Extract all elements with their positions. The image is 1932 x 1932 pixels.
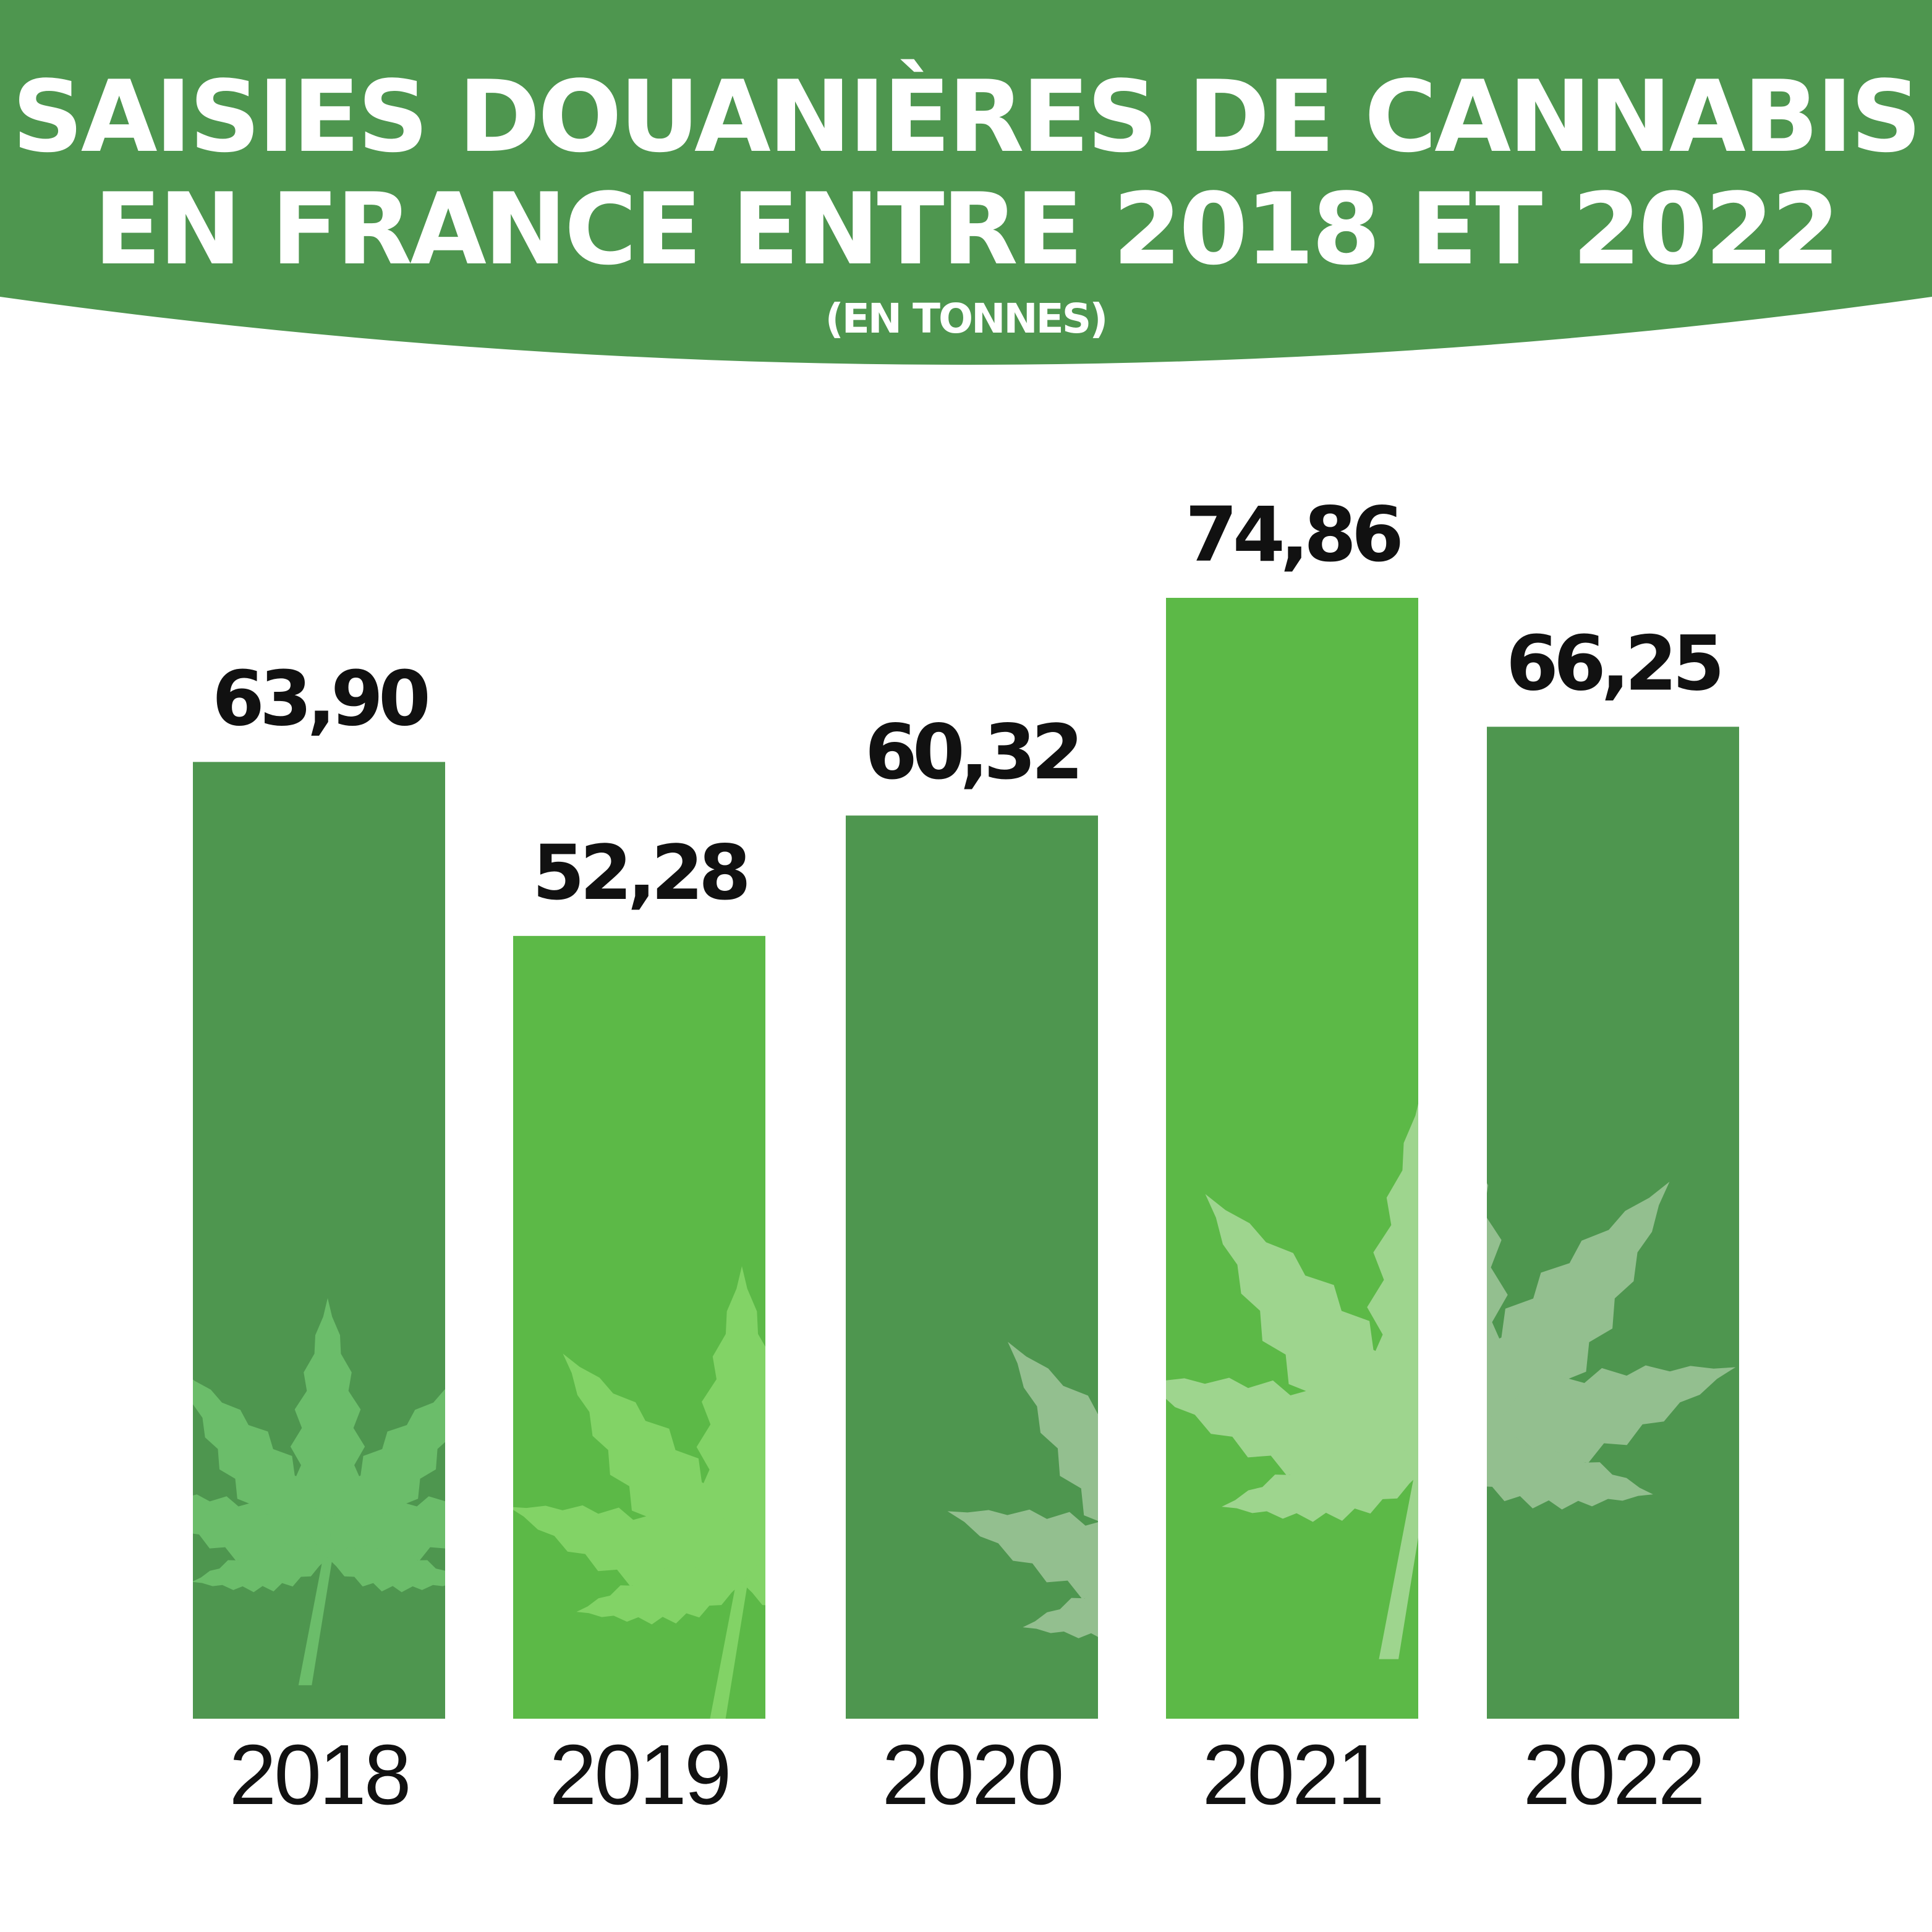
category-label-2022: 2022 bbox=[1523, 1727, 1703, 1823]
category-label-2019: 2019 bbox=[550, 1727, 730, 1823]
value-label-2018: 63,90 bbox=[212, 655, 428, 743]
value-label-2021: 74,86 bbox=[1185, 491, 1400, 579]
bar-2018 bbox=[193, 762, 445, 1719]
chart-title-line-1: SAISIES DOUANIÈRES DE CANNABIS bbox=[12, 59, 1920, 174]
value-label-2020: 60,32 bbox=[865, 709, 1079, 796]
labels-layer: 63,90 2018 52,28 2019 60,32 2020 74,86 2021 66,2… bbox=[212, 491, 1725, 1823]
category-label-2020: 2020 bbox=[882, 1727, 1062, 1823]
value-label-2019: 52,28 bbox=[532, 829, 747, 917]
header-band bbox=[0, 0, 1932, 365]
bar-2019 bbox=[513, 935, 765, 1719]
value-label-2022: 66,25 bbox=[1506, 620, 1720, 708]
chart-subtitle: (EN TONNES) bbox=[825, 295, 1107, 343]
bar-2021 bbox=[1166, 598, 1418, 1719]
chart-title-line-2: EN FRANCE ENTRE 2018 ET 2022 bbox=[94, 171, 1838, 287]
category-label-2021: 2021 bbox=[1202, 1727, 1382, 1823]
category-label-2018: 2018 bbox=[229, 1727, 409, 1823]
bar-2022 bbox=[1487, 726, 1739, 1719]
bar-2020 bbox=[846, 815, 1098, 1719]
bars-layer bbox=[193, 598, 1739, 1719]
